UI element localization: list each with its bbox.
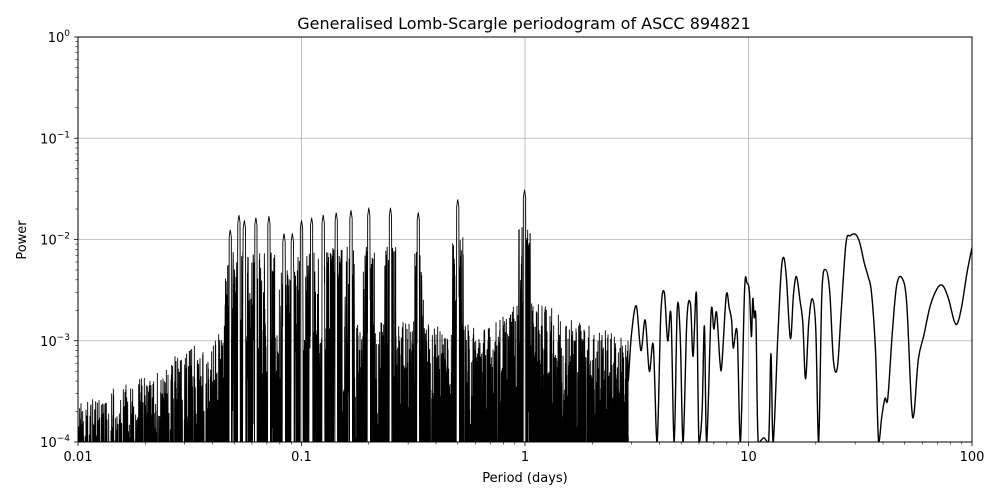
- axis-ticks: 0.01 0.1 1 10 100 10−4 10−3 10−2 10−1 100: [40, 29, 984, 465]
- x-tick-label: 100: [960, 450, 985, 465]
- y-tick-label: 10−4: [40, 434, 70, 451]
- y-tick-label: 100: [48, 29, 71, 46]
- y-axis-label: Power: [15, 220, 30, 260]
- y-tick-label: 10−1: [40, 130, 70, 147]
- y-tick-label: 10−3: [40, 333, 70, 350]
- plot-series: [78, 189, 972, 442]
- y-tick-label: 10−2: [40, 232, 70, 249]
- chart-title: Generalised Lomb-Scargle periodogram of …: [297, 14, 751, 33]
- periodogram-forest: [78, 189, 629, 442]
- x-tick-label: 1: [521, 450, 529, 465]
- x-axis-label: Period (days): [482, 471, 568, 486]
- periodogram-tail: [627, 233, 972, 442]
- x-tick-label: 0.01: [64, 450, 93, 465]
- x-tick-label: 0.1: [291, 450, 312, 465]
- x-tick-label: 10: [740, 450, 757, 465]
